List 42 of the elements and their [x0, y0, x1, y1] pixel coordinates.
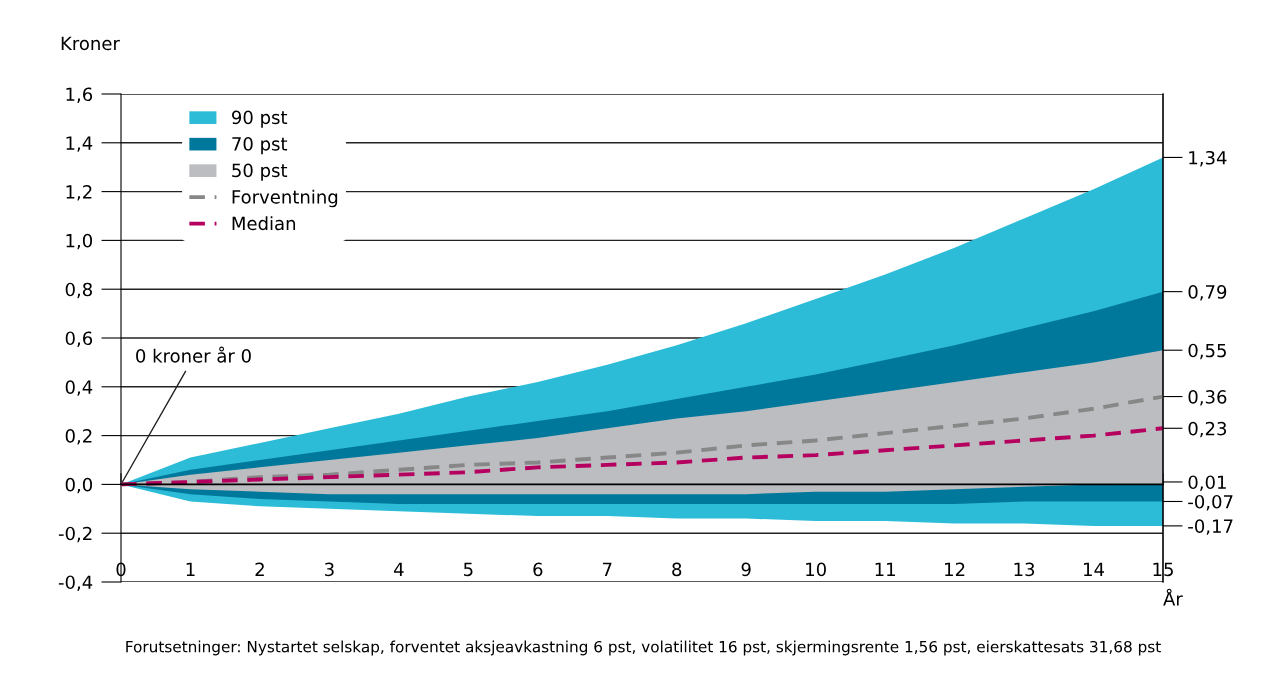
annotation: 0 kroner år 0	[136, 346, 251, 363]
x-tick-label: 8	[672, 562, 682, 577]
y-axis-title: Kroner	[61, 36, 120, 51]
legend-label: 70 pst	[232, 137, 288, 155]
y-tick-label: -0,4	[58, 575, 93, 591]
x-tick-label: 12	[945, 562, 965, 576]
y2-tick-label: 0,23	[1188, 421, 1227, 438]
y2-tick-label: 0,36	[1188, 390, 1227, 406]
y2-tick-label: 0,55	[1188, 343, 1226, 360]
y-tick-label: 0,8	[65, 282, 92, 299]
y-tick-label: 0,0	[65, 477, 93, 494]
x-tick-label: 6	[533, 562, 543, 577]
y2-tick-label: 1,34	[1189, 150, 1227, 167]
x-tick-label: 2	[255, 562, 264, 576]
y-tick-label: 1,0	[66, 233, 93, 250]
text: Forutsetninger: Nystartet selskap, forventet aksjeavkastning 6 pst, volatilitet 16 pst, skjermingsrente 1,56 pst, eierskattesats 31,68 pst	[126, 640, 1161, 656]
y-tick-label: 1,4	[66, 136, 93, 152]
x-tick-label: 11	[875, 562, 895, 576]
x-tick-label: 7	[603, 562, 612, 576]
y2-tick-label: 0,01	[1188, 475, 1226, 491]
y-tick-label: 0,6	[65, 331, 93, 347]
x-tick-label: 9	[741, 562, 751, 577]
y2-tick-label: 0,79	[1188, 285, 1227, 301]
y2-tick-label: -0,17	[1188, 519, 1233, 535]
legend-label: 50 pst	[232, 163, 288, 181]
y-tick-label: -0,2	[58, 526, 92, 543]
legend-label: 90 pst	[232, 110, 288, 128]
legend-label: Forventning	[232, 189, 338, 208]
legend-label: Median	[232, 216, 296, 231]
x-tick-label: 1	[186, 562, 195, 576]
x-axis-title: År	[1163, 588, 1183, 606]
y2-tick-label: -0,07	[1188, 494, 1233, 511]
x-tick-label: 5	[463, 562, 473, 577]
y-tick-label: 1,2	[66, 185, 92, 201]
x-tick-label: 14	[1084, 562, 1105, 576]
x-tick-label: 13	[1014, 562, 1035, 577]
y-tick-label: 1,6	[66, 87, 93, 103]
x-tick-label: 4	[394, 562, 404, 576]
y-tick-label: 0,4	[65, 380, 93, 396]
x-tick-label: 10	[806, 562, 826, 577]
x-tick-label: 3	[325, 562, 334, 577]
y-tick-label: 0,2	[65, 429, 92, 445]
